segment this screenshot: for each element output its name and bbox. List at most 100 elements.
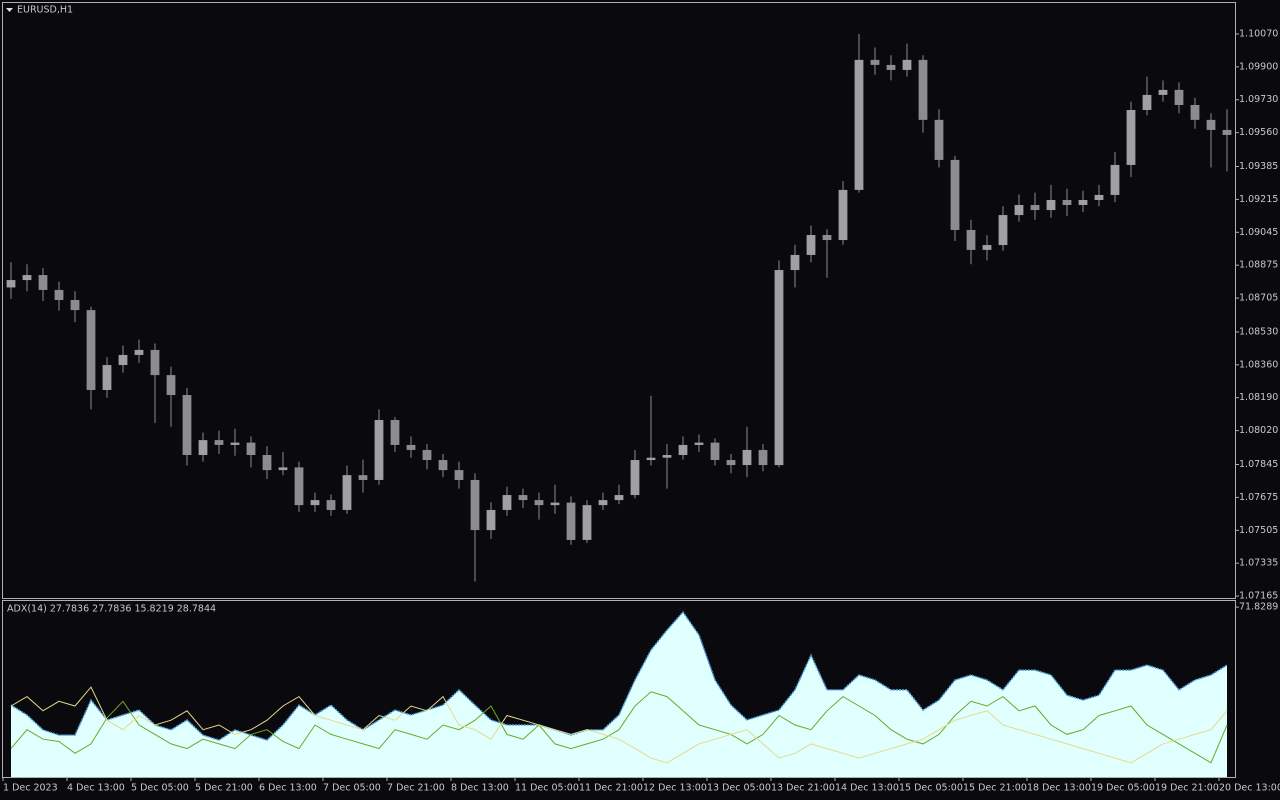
y-tick-label: 1.07675 [1239, 492, 1278, 503]
x-tick-label: 14 Dec 13:00 [835, 783, 899, 794]
candle-body [214, 440, 224, 445]
indicator-panel-frame [2, 600, 1236, 778]
candle-body [918, 59, 928, 120]
y-tick-label: 1.07335 [1239, 558, 1278, 569]
indicator-title: ADX(14) 27.7836 27.7836 15.8219 28.7844 [7, 604, 216, 615]
candle-body [310, 500, 320, 506]
x-tick-label: 11 Dec 21:00 [579, 783, 643, 794]
candle-body [486, 509, 496, 531]
candle-body [678, 444, 688, 456]
candle-body [550, 502, 560, 506]
y-tick-label: 1.07845 [1239, 459, 1278, 470]
candle-body [150, 349, 160, 376]
y-tick-label: 1.09045 [1239, 227, 1278, 238]
y-tick-label: 1.08360 [1239, 359, 1278, 370]
candle-body [326, 500, 336, 510]
candle-body [38, 275, 48, 290]
candle-body [838, 189, 848, 241]
candle-body [582, 505, 592, 540]
candle-body [870, 59, 880, 65]
di-line [10, 686, 1228, 764]
candle-body [774, 270, 784, 466]
candle-body [806, 235, 816, 255]
candle-body [758, 449, 768, 466]
y-tick-label: 1.08020 [1239, 425, 1278, 436]
y-tick-label: 1.07165 [1239, 591, 1278, 602]
symbol-menu-icon[interactable] [6, 8, 13, 12]
x-tick-label: 15 Dec 21:00 [963, 783, 1027, 794]
candle-body [1158, 89, 1168, 95]
x-tick-label: 1 Dec 2023 [3, 783, 58, 794]
candle-body [118, 354, 128, 366]
candle-body [566, 502, 576, 540]
price-panel-frame [2, 2, 1236, 599]
candle-body [982, 245, 992, 250]
candle-body [694, 442, 704, 445]
candle-body [70, 300, 80, 311]
candle-body [1110, 164, 1120, 195]
candle-body [662, 455, 672, 458]
y-tick-label: 1.08530 [1239, 326, 1278, 337]
candle-body [614, 495, 624, 501]
candle-body [1078, 199, 1088, 206]
candle-body [390, 419, 400, 445]
candle-body [598, 500, 608, 506]
x-tick-label: 4 Dec 13:00 [67, 783, 125, 794]
candle-body [646, 457, 656, 461]
candle-body [1206, 119, 1216, 130]
candle-body [518, 495, 528, 501]
candle-body [998, 215, 1008, 246]
candle-body [182, 395, 192, 456]
x-tick-label: 12 Dec 13:00 [643, 783, 707, 794]
candle-body [374, 419, 384, 480]
x-tick-label: 18 Dec 13:00 [1027, 783, 1091, 794]
candle-body [1014, 205, 1024, 216]
candle-body [1046, 199, 1056, 211]
candle-body [22, 275, 32, 281]
candle-body [710, 442, 720, 461]
candle-body [230, 442, 240, 445]
x-tick-label: 5 Dec 05:00 [131, 783, 189, 794]
candle-body [966, 229, 976, 250]
adx-line [10, 610, 1228, 741]
candle-body [1174, 89, 1184, 105]
y-tick-label: 1.08875 [1239, 260, 1278, 271]
candle-body [358, 475, 368, 480]
candle-body [406, 444, 416, 450]
x-tick-label: 7 Dec 21:00 [387, 783, 445, 794]
x-tick-label: 19 Dec 05:00 [1091, 783, 1155, 794]
y-tick-label: 1.09215 [1239, 194, 1278, 205]
candle-body [790, 254, 800, 271]
candle-body [6, 280, 16, 288]
candle-body [534, 500, 544, 506]
y-tick-label: 1.07505 [1239, 525, 1278, 536]
adx-area [11, 612, 1227, 777]
candle-body [886, 64, 896, 70]
y-tick-label: 1.08190 [1239, 392, 1278, 403]
candle-body [470, 479, 480, 531]
x-tick-label: 8 Dec 13:00 [451, 783, 509, 794]
candle-body [1142, 94, 1152, 111]
candle-body [502, 495, 512, 510]
x-tick-label: 19 Dec 21:00 [1155, 783, 1219, 794]
y-tick-label: 1.09730 [1239, 94, 1278, 105]
candle-body [1030, 205, 1040, 211]
y-tick-label: 71.8289 [1239, 602, 1278, 613]
candle-body [950, 159, 960, 230]
candle-body [422, 449, 432, 461]
y-tick-label: 1.09560 [1239, 127, 1278, 138]
x-tick-label: 6 Dec 13:00 [259, 783, 317, 794]
y-tick-label: 1.08705 [1239, 293, 1278, 304]
candle-body [1126, 110, 1136, 165]
candle-body [86, 310, 96, 390]
candle-body [54, 289, 64, 301]
candle-body [1222, 129, 1232, 135]
candle-body [246, 442, 256, 456]
y-tick-label: 1.09900 [1239, 61, 1278, 72]
candle-body [742, 449, 752, 466]
candle-body [294, 467, 304, 506]
x-tick-label: 7 Dec 05:00 [323, 783, 381, 794]
